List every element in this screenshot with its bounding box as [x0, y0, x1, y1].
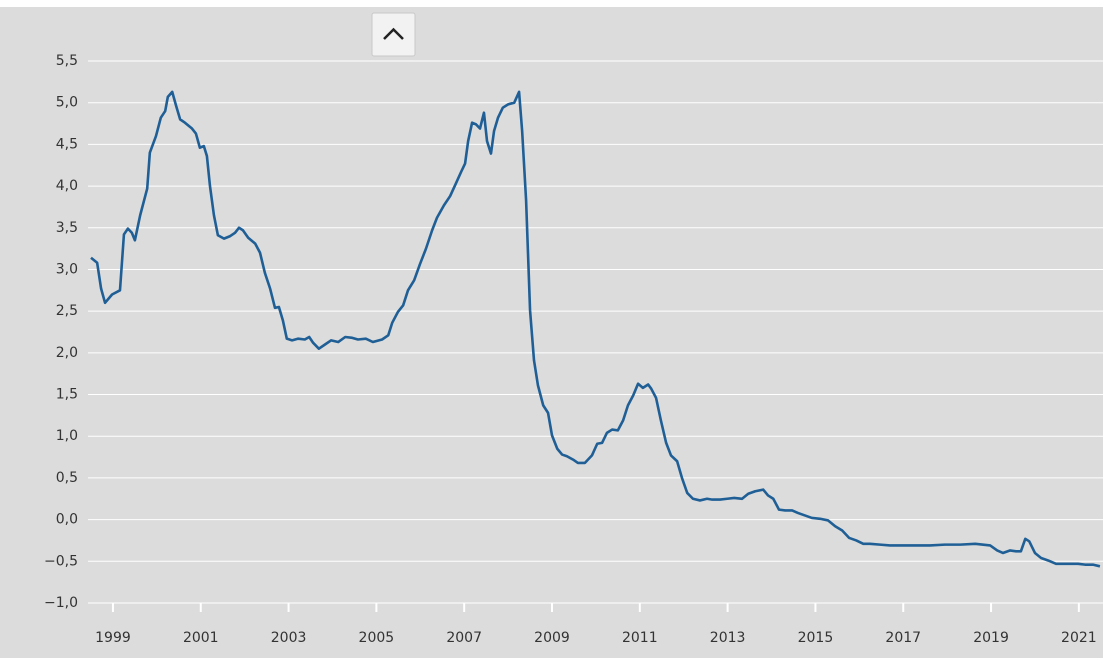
- y-tick-label: 3,5: [56, 220, 78, 236]
- x-tick-label: 2007: [446, 630, 482, 646]
- collapse-button[interactable]: [371, 12, 416, 57]
- x-tick-label: 2009: [534, 630, 570, 646]
- x-tick-label: 2003: [271, 630, 307, 646]
- x-tick-label: 2015: [798, 630, 834, 646]
- y-tick-label: 5,5: [56, 53, 78, 69]
- y-tick-label: 2,0: [56, 345, 78, 361]
- y-tick-label: 2,5: [56, 303, 78, 319]
- y-tick-label: 0,0: [56, 512, 78, 528]
- y-tick-label: 3,0: [56, 261, 78, 277]
- y-tick-label: 4,0: [56, 178, 78, 194]
- y-tick-label: 4,5: [56, 136, 78, 152]
- x-tick-label: 2017: [885, 630, 921, 646]
- x-tick-label: 2001: [183, 630, 219, 646]
- data-line: [90, 90, 1101, 568]
- chart-background: [0, 7, 1103, 658]
- y-tick-label: −1,0: [44, 595, 78, 611]
- chevron-icon[interactable]: [383, 27, 404, 40]
- y-tick-label: 1,0: [56, 428, 78, 444]
- y-tick-label: −0,5: [44, 553, 78, 569]
- y-tick-label: 1,5: [56, 387, 78, 403]
- x-tick-label: 2021: [1061, 630, 1097, 646]
- x-tick-label: 2011: [622, 630, 658, 646]
- button-box[interactable]: [371, 12, 416, 57]
- x-tick-label: 2005: [359, 630, 395, 646]
- y-tick-label: 5,0: [56, 95, 78, 111]
- x-tick-label: 1999: [95, 630, 131, 646]
- y-tick-label: 0,5: [56, 470, 78, 486]
- x-tick-label: 2019: [973, 630, 1009, 646]
- x-tick-label: 2013: [710, 630, 746, 646]
